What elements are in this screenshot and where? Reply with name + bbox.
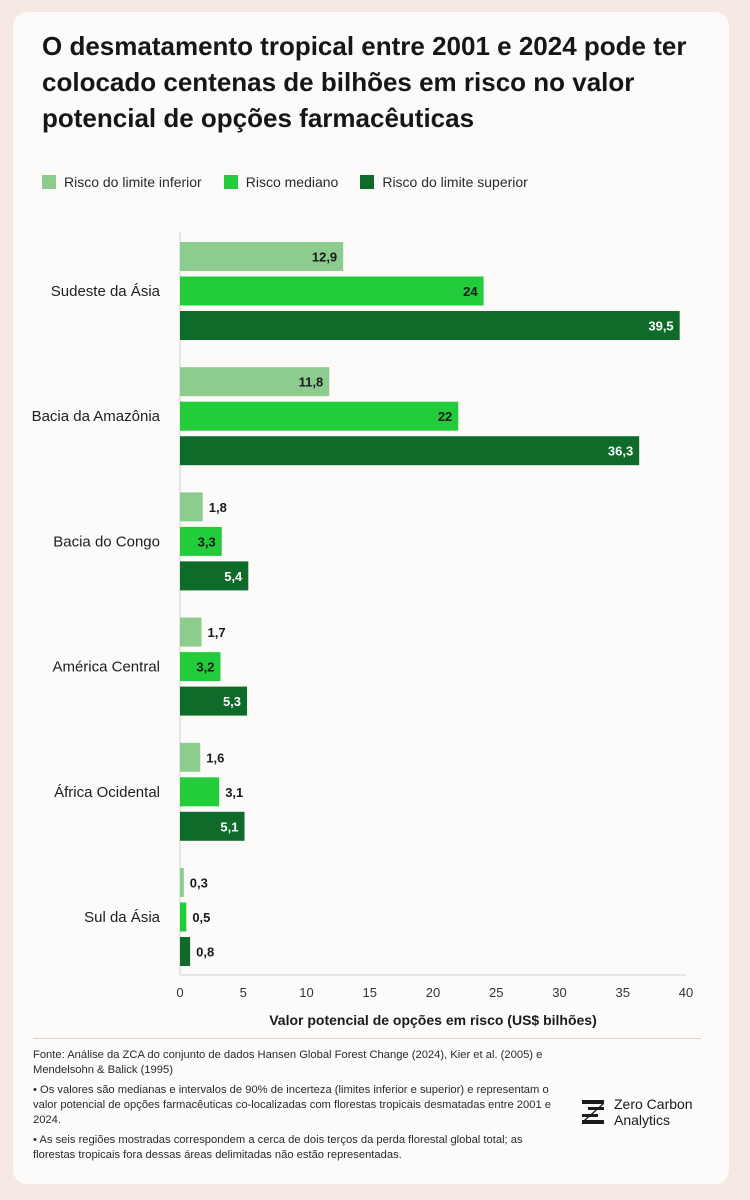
bar xyxy=(180,742,201,772)
legend-swatch-lower xyxy=(42,175,56,189)
x-tick-label: 40 xyxy=(679,985,693,1000)
data-label: 22 xyxy=(438,409,452,424)
data-label: 0,3 xyxy=(190,876,208,891)
x-tick-label: 10 xyxy=(299,985,313,1000)
footer: Fonte: Análise da ZCA do conjunto de dad… xyxy=(33,1048,563,1168)
data-label: 5,4 xyxy=(224,569,243,584)
data-label: 5,1 xyxy=(220,819,238,834)
bar xyxy=(180,526,222,556)
bar xyxy=(180,617,202,647)
data-label: 39,5 xyxy=(648,319,673,334)
category-label: África Ocidental xyxy=(54,784,160,801)
bar xyxy=(180,811,245,841)
bar xyxy=(180,367,330,397)
footer-note-2: • As seis regiões mostradas correspondem… xyxy=(33,1134,523,1161)
bar xyxy=(180,902,187,932)
category-label: Bacia do Congo xyxy=(53,533,160,550)
category-label: Sudeste da Ásia xyxy=(51,283,161,300)
legend-swatch-median xyxy=(223,175,238,189)
x-tick-label: 25 xyxy=(489,985,503,1000)
x-tick-label: 15 xyxy=(363,985,377,1000)
bar xyxy=(180,311,680,340)
data-label: 1,6 xyxy=(206,750,224,765)
bar xyxy=(180,401,459,431)
category-label: Sul da Ásia xyxy=(84,909,161,926)
bar xyxy=(180,492,203,522)
logo-line-2: Analytics xyxy=(614,1112,671,1128)
x-axis-title: Valor potencial de opções em risco (US$ … xyxy=(269,1012,597,1028)
bar xyxy=(180,561,249,591)
bar xyxy=(180,868,184,897)
data-label: 1,8 xyxy=(209,500,227,515)
bar xyxy=(180,777,220,807)
bar xyxy=(180,242,344,271)
logo-line-1: Zero Carbon xyxy=(614,1096,693,1112)
bar xyxy=(180,436,640,466)
data-label: 36,3 xyxy=(608,444,633,459)
footer-source: Fonte: Análise da ZCA do conjunto de dad… xyxy=(33,1049,543,1076)
x-tick-label: 35 xyxy=(616,985,630,1000)
legend-swatch-upper xyxy=(360,175,375,189)
bar xyxy=(180,652,221,682)
data-label: 3,3 xyxy=(198,534,216,549)
bar xyxy=(180,686,248,716)
data-label: 24 xyxy=(463,284,478,299)
legend-label-upper: Risco do limite superior xyxy=(382,174,528,190)
legend-item-median: Risco mediano xyxy=(223,174,339,190)
bar-chart: 0 5 10 15 20 25 30 35 40 Valor potencial de opçõe… xyxy=(32,232,693,1028)
data-label: 11,8 xyxy=(299,375,324,390)
data-label: 1,7 xyxy=(208,625,226,640)
data-label: 3,2 xyxy=(196,660,214,675)
data-label: 5,3 xyxy=(223,694,241,709)
x-tick-label: 5 xyxy=(240,985,247,1000)
data-label: 12,9 xyxy=(312,250,337,265)
legend-label-lower: Risco do limite inferior xyxy=(64,174,202,190)
legend-label-median: Risco mediano xyxy=(245,174,339,190)
bar xyxy=(180,937,191,966)
zca-logo: Zero Carbon Analytics xyxy=(580,1096,693,1128)
data-label: 3,1 xyxy=(225,785,243,800)
legend: Risco do limite inferior Risco mediano R… xyxy=(42,174,528,190)
zca-logo-icon xyxy=(582,1100,604,1124)
category-label: Bacia da Amazônia xyxy=(32,408,161,425)
legend-item-lower: Risco do limite inferior xyxy=(42,174,202,190)
chart-card xyxy=(13,12,729,1184)
x-tick-label: 20 xyxy=(426,985,440,1000)
x-tick-label: 0 xyxy=(176,985,183,1000)
legend-item-upper: Risco do limite superior xyxy=(360,174,528,190)
category-label: América Central xyxy=(52,659,160,676)
chart-title: O desmatamento tropical entre 2001 e 202… xyxy=(42,31,687,133)
data-label: 0,8 xyxy=(196,945,214,960)
footer-divider xyxy=(33,1038,701,1039)
bar xyxy=(180,276,484,306)
data-label: 0,5 xyxy=(192,910,210,925)
footer-note-1: • Os valores são medianas e intervalos d… xyxy=(33,1084,552,1126)
x-tick-label: 30 xyxy=(552,985,566,1000)
